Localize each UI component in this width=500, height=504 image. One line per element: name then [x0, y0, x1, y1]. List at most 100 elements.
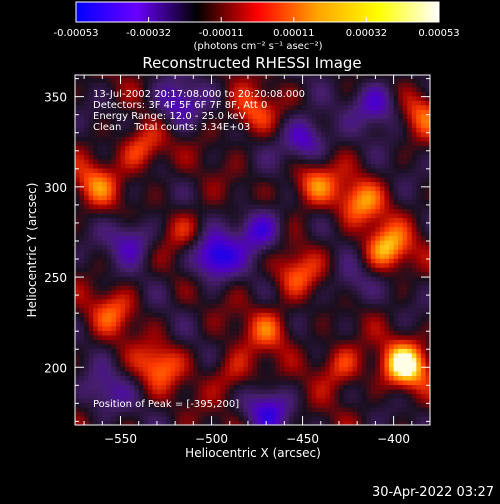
heatmap-cell	[312, 254, 317, 259]
heatmap-cell	[157, 209, 162, 214]
heatmap-cell	[184, 227, 189, 232]
heatmap-cell	[102, 209, 107, 214]
heatmap-cell	[84, 393, 89, 398]
heatmap-cell	[116, 312, 121, 317]
heatmap-cell	[230, 326, 235, 331]
heatmap-cell	[180, 204, 185, 209]
heatmap-cell	[257, 118, 262, 123]
heatmap-cell	[344, 78, 349, 83]
heatmap-cell	[325, 375, 330, 380]
heatmap-cell	[262, 308, 267, 313]
heatmap-cell	[107, 141, 112, 146]
heatmap-cell	[121, 249, 126, 254]
heatmap-cell	[271, 249, 276, 254]
heatmap-cell	[262, 258, 267, 263]
heatmap-cell	[284, 123, 289, 128]
heatmap-cell	[75, 411, 80, 416]
heatmap-cell	[125, 366, 130, 371]
heatmap-cell	[216, 163, 221, 168]
heatmap-cell	[80, 181, 85, 186]
heatmap-cell	[253, 154, 258, 159]
heatmap-cell	[102, 172, 107, 177]
heatmap-cell	[189, 258, 194, 263]
heatmap-cell	[198, 141, 203, 146]
heatmap-cell	[80, 384, 85, 389]
heatmap-cell	[107, 393, 112, 398]
heatmap-cell	[75, 154, 80, 159]
heatmap-cell	[280, 150, 285, 155]
heatmap-cell	[321, 150, 326, 155]
heatmap-cell	[330, 186, 335, 191]
heatmap-cell	[325, 326, 330, 331]
heatmap-cell	[334, 285, 339, 290]
heatmap-cell	[121, 227, 126, 232]
heatmap-cell	[293, 186, 298, 191]
heatmap-cell	[271, 118, 276, 123]
heatmap-cell	[307, 109, 312, 114]
heatmap-cell	[248, 222, 253, 227]
heatmap-cell	[157, 177, 162, 182]
heatmap-cell	[307, 222, 312, 227]
heatmap-cell	[134, 231, 139, 236]
heatmap-cell	[180, 240, 185, 245]
heatmap-cell	[284, 227, 289, 232]
heatmap-cell	[243, 357, 248, 362]
heatmap-cell	[280, 285, 285, 290]
heatmap-cell	[98, 222, 103, 227]
heatmap-cell	[230, 263, 235, 268]
heatmap-cell	[184, 312, 189, 317]
heatmap-cell	[161, 236, 166, 241]
heatmap-cell	[325, 236, 330, 241]
heatmap-cell	[289, 380, 294, 385]
heatmap-cell	[84, 285, 89, 290]
heatmap-cell	[212, 258, 217, 263]
heatmap-cell	[175, 416, 180, 421]
heatmap-cell	[116, 389, 121, 394]
heatmap-cell	[339, 312, 344, 317]
heatmap-cell	[234, 181, 239, 186]
heatmap-cell	[121, 150, 126, 155]
heatmap-cell	[216, 78, 221, 83]
heatmap-cell	[107, 231, 112, 236]
heatmap-cell	[262, 181, 267, 186]
heatmap-cell	[139, 145, 144, 150]
heatmap-cell	[257, 195, 262, 200]
heatmap-cell	[184, 245, 189, 250]
heatmap-cell	[148, 348, 153, 353]
heatmap-cell	[348, 303, 353, 308]
heatmap-cell	[157, 73, 162, 78]
heatmap-cell	[334, 402, 339, 407]
heatmap-cell	[225, 411, 230, 416]
heatmap-cell	[216, 172, 221, 177]
heatmap-cell	[134, 141, 139, 146]
heatmap-cell	[253, 371, 258, 376]
heatmap-cell	[225, 218, 230, 223]
heatmap-cell	[166, 218, 171, 223]
heatmap-cell	[325, 91, 330, 96]
heatmap-cell	[348, 375, 353, 380]
heatmap-cell	[139, 366, 144, 371]
heatmap-cell	[225, 272, 230, 277]
heatmap-cell	[307, 294, 312, 299]
heatmap-cell	[275, 335, 280, 340]
heatmap-cell	[84, 91, 89, 96]
heatmap-cell	[253, 159, 258, 164]
heatmap-cell	[234, 177, 239, 182]
heatmap-cell	[207, 236, 212, 241]
heatmap-cell	[325, 136, 330, 141]
heatmap-cell	[134, 389, 139, 394]
heatmap-cell	[198, 209, 203, 214]
heatmap-cell	[175, 240, 180, 245]
heatmap-cell	[353, 249, 358, 254]
heatmap-cell	[116, 357, 121, 362]
heatmap-cell	[166, 245, 171, 250]
heatmap-cell	[80, 136, 85, 141]
heatmap-cell	[321, 195, 326, 200]
heatmap-cell	[175, 353, 180, 358]
heatmap-cell	[189, 380, 194, 385]
heatmap-cell	[357, 222, 362, 227]
heatmap-cell	[193, 285, 198, 290]
heatmap-cell	[207, 290, 212, 295]
heatmap-cell	[148, 199, 153, 204]
heatmap-cell	[98, 82, 103, 87]
